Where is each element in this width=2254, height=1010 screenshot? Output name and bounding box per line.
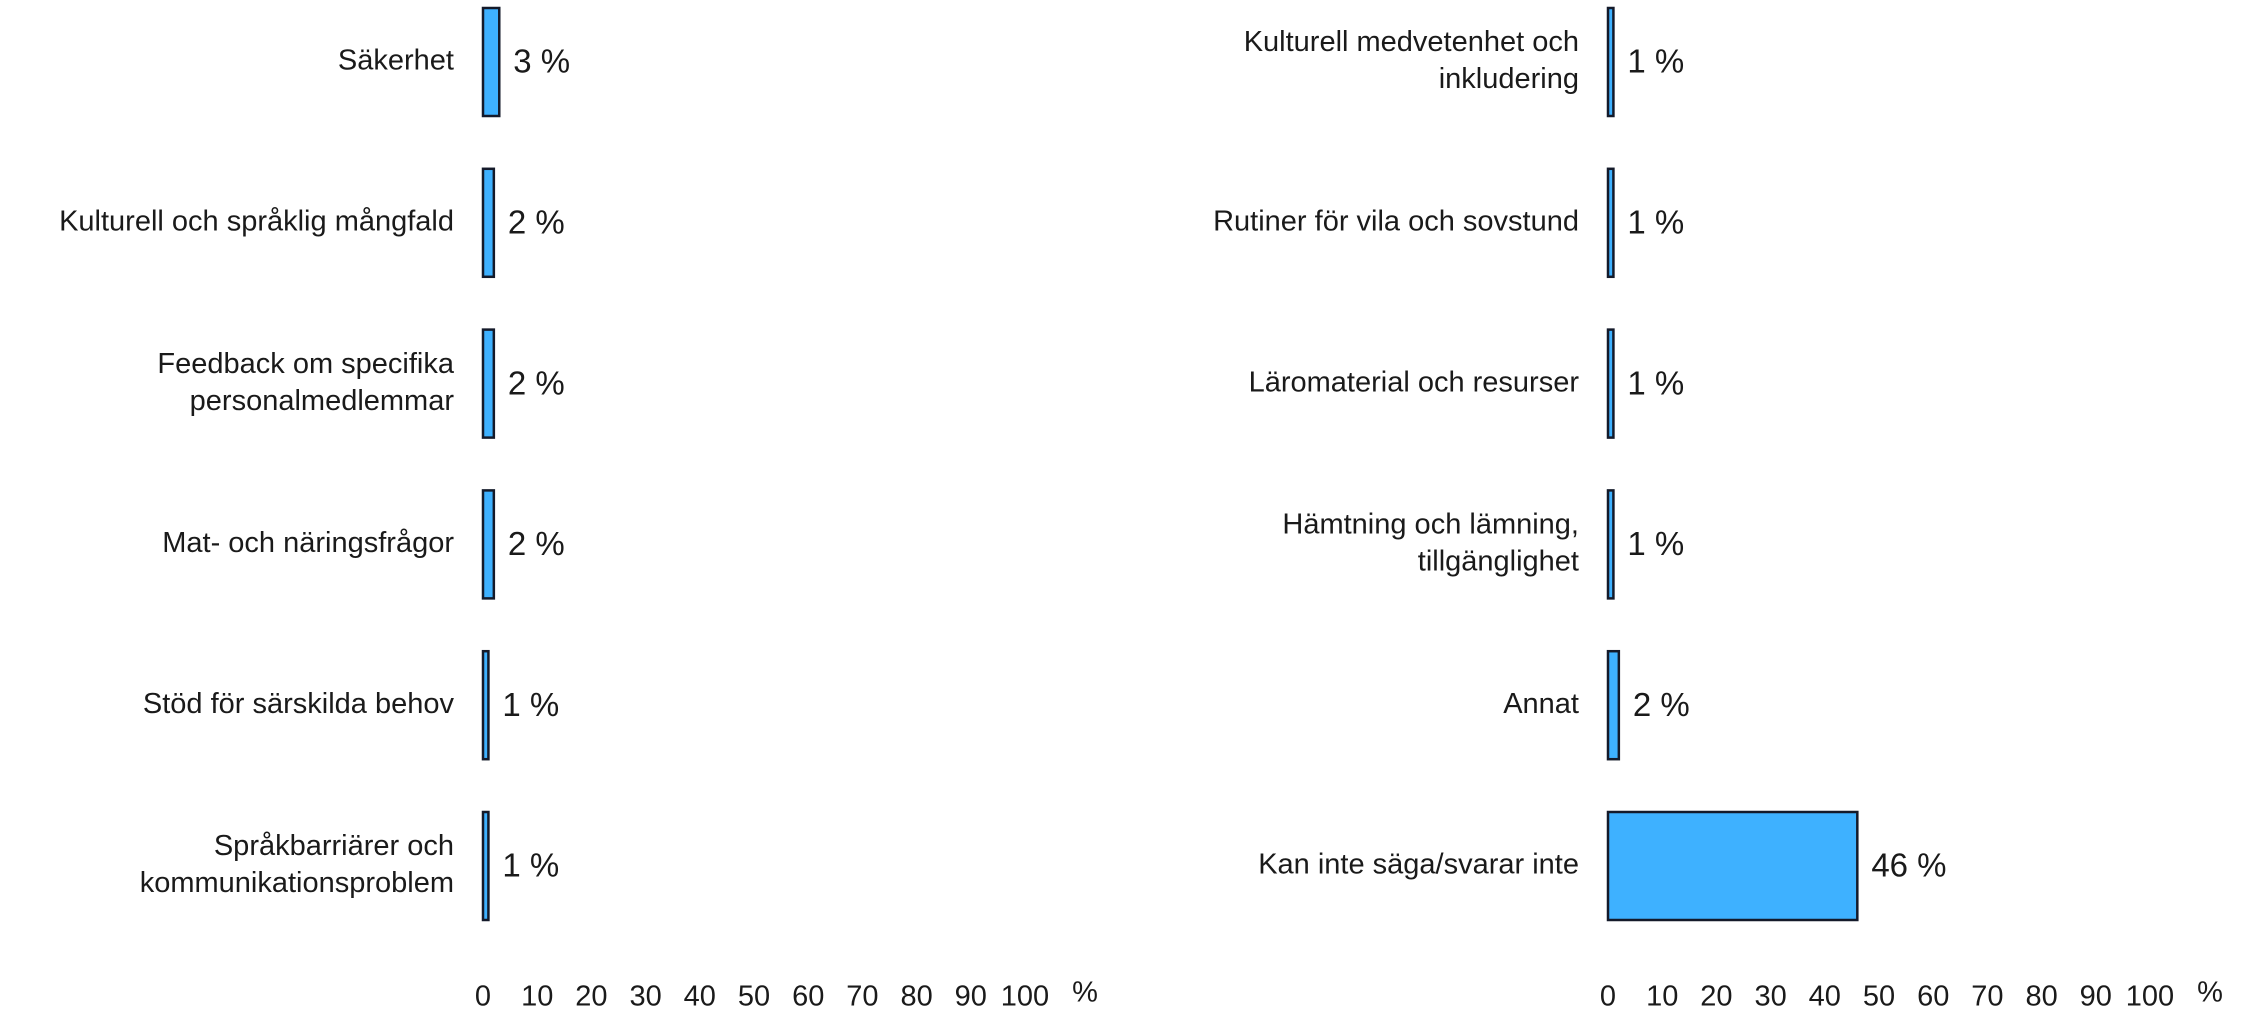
x-tick-label: 10 <box>1646 981 1678 1010</box>
x-tick-label: 20 <box>575 981 607 1010</box>
x-tick-label: 0 <box>475 981 491 1010</box>
bar <box>1606 328 1615 439</box>
category-label: kommunikationsproblem <box>140 867 454 899</box>
category-label: Kulturell medvetenhet och <box>1244 26 1579 58</box>
category-label: personalmedlemmar <box>190 385 455 417</box>
bar <box>481 649 490 761</box>
value-label: 1 % <box>502 686 559 723</box>
category-label: Språkbarriärer och <box>214 830 454 862</box>
category-label: Läromaterial och resurser <box>1249 366 1580 398</box>
category-label: Annat <box>1503 688 1579 720</box>
x-tick-label: 90 <box>955 981 987 1010</box>
x-tick-label: 30 <box>629 981 661 1010</box>
bar <box>481 489 496 600</box>
x-tick-label: 100 <box>1001 981 1049 1010</box>
x-tick-label: 50 <box>738 981 770 1010</box>
x-tick-label: 60 <box>1917 981 1949 1010</box>
bar <box>481 6 501 118</box>
category-label: Kan inte säga/svarar inte <box>1258 849 1579 881</box>
category-label: tillgänglighet <box>1418 546 1579 578</box>
bar <box>1606 6 1615 118</box>
x-tick-label: 60 <box>792 981 824 1010</box>
category-label: Feedback om specifika <box>157 348 454 380</box>
x-tick-label: 90 <box>2080 981 2112 1010</box>
x-tick-label: 80 <box>900 981 932 1010</box>
x-tick-label: 10 <box>521 981 553 1010</box>
category-label: Säkerhet <box>338 45 454 77</box>
value-label: 3 % <box>513 43 570 80</box>
x-tick-label: 70 <box>1971 981 2003 1010</box>
x-tick-label: 70 <box>846 981 878 1010</box>
bar <box>481 810 490 922</box>
value-label: 1 % <box>502 847 559 884</box>
x-axis-label: % <box>1072 977 1098 1009</box>
category-label: Mat- och näringsfrågor <box>162 527 454 559</box>
value-label: 1 % <box>1627 525 1684 562</box>
value-label: 46 % <box>1871 847 1946 884</box>
x-tick-label: 20 <box>1700 981 1732 1010</box>
value-label: 2 % <box>1633 686 1690 723</box>
value-label: 2 % <box>508 525 565 562</box>
value-label: 1 % <box>1627 204 1684 241</box>
x-tick-label: 100 <box>2126 981 2174 1010</box>
bar <box>1606 649 1621 761</box>
bar <box>481 328 496 439</box>
bar <box>1606 810 1859 922</box>
value-label: 2 % <box>508 204 565 241</box>
value-label: 1 % <box>1627 43 1684 80</box>
x-tick-label: 40 <box>684 981 716 1010</box>
x-tick-label: 30 <box>1754 981 1786 1010</box>
category-label: Stöd för särskilda behov <box>143 688 455 720</box>
value-label: 2 % <box>508 364 565 401</box>
x-tick-label: 40 <box>1809 981 1841 1010</box>
x-tick-label: 50 <box>1863 981 1895 1010</box>
category-label: Hämtning och lämning, <box>1282 509 1579 541</box>
x-tick-label: 80 <box>2025 981 2057 1010</box>
bar <box>1606 167 1615 279</box>
x-axis-label: % <box>2197 977 2223 1009</box>
bar <box>481 167 496 279</box>
x-tick-label: 0 <box>1600 981 1616 1010</box>
category-label: inkludering <box>1439 63 1579 95</box>
category-label: Rutiner för vila och sovstund <box>1213 205 1579 237</box>
category-label: Kulturell och språklig mångfald <box>59 205 454 237</box>
bar <box>1606 489 1615 600</box>
value-label: 1 % <box>1627 364 1684 401</box>
